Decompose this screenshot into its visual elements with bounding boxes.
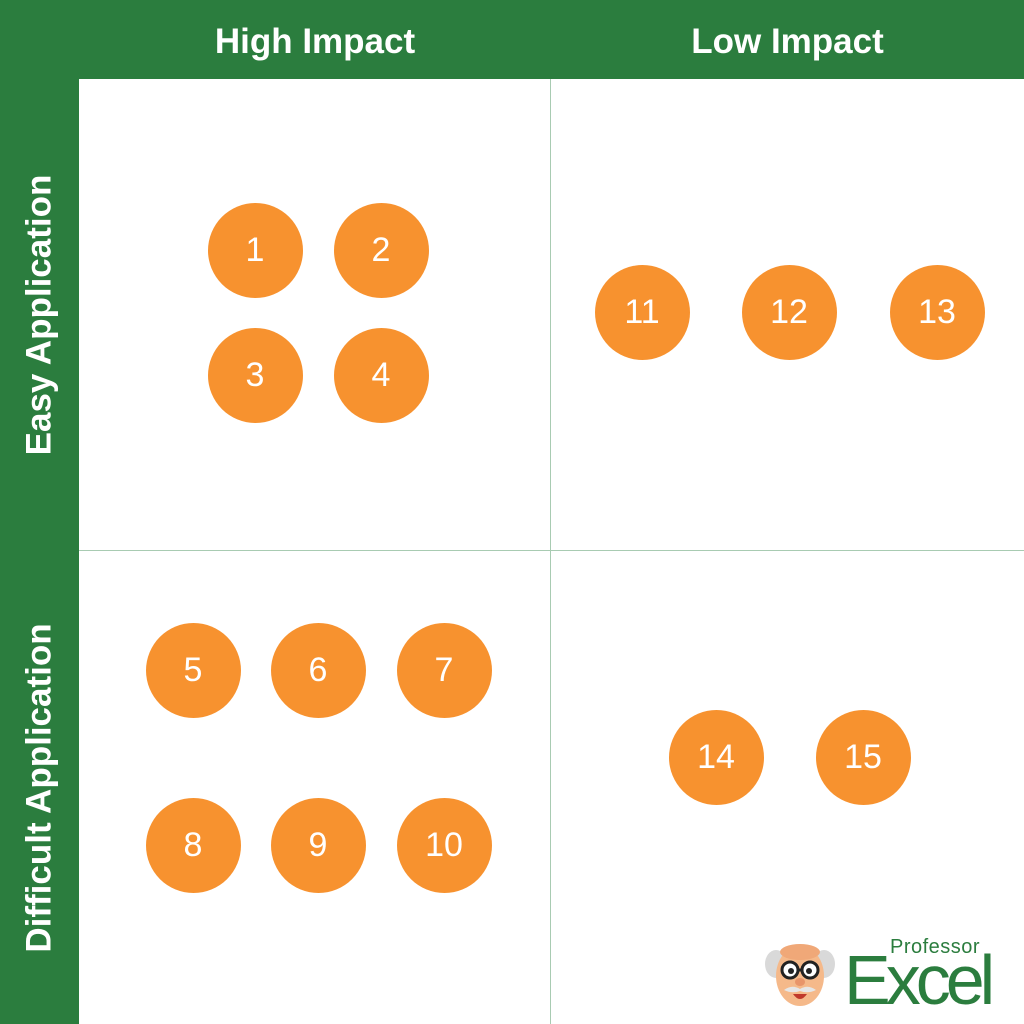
row-header-bar	[0, 0, 79, 1024]
column-header-bar	[0, 0, 1024, 79]
row-header-difficult-label: Difficult Application	[19, 622, 59, 953]
item-circle[interactable]: 3	[207, 327, 303, 423]
item-circle[interactable]: 15	[815, 709, 911, 805]
row-header-difficult-application: Difficult Application	[0, 551, 79, 1024]
quadrant-low-impact-easy: 11 12 13	[551, 79, 1024, 551]
item-circle[interactable]: 5	[145, 622, 241, 718]
column-header-low-impact: Low Impact	[691, 22, 884, 61]
row-header-easy-application: Easy Application	[0, 79, 79, 551]
item-circle[interactable]: 12	[741, 264, 837, 360]
item-circle[interactable]: 6	[270, 622, 366, 718]
quadrant-high-impact-easy: 1 2 3 4	[79, 79, 551, 551]
logo-excel-text: Excel	[844, 941, 995, 1019]
item-circle[interactable]: 13	[889, 264, 985, 360]
row-header-easy-label: Easy Application	[19, 174, 59, 456]
item-circle[interactable]: 7	[396, 622, 492, 718]
column-header-high-impact: High Impact	[214, 22, 416, 61]
professor-face-icon	[765, 944, 835, 1006]
vertical-divider	[550, 79, 551, 1024]
horizontal-divider	[79, 550, 1024, 551]
item-circle[interactable]: 11	[594, 264, 690, 360]
item-circle[interactable]: 10	[396, 797, 492, 893]
logo-professor-text: Professor	[890, 936, 981, 958]
item-circle[interactable]: 9	[270, 797, 366, 893]
item-circle[interactable]: 14	[668, 709, 764, 805]
item-circle[interactable]: 8	[145, 797, 241, 893]
item-circle[interactable]: 1	[207, 202, 303, 298]
item-circle[interactable]: 2	[333, 202, 429, 298]
quadrant-low-impact-difficult: 14 15	[551, 551, 1024, 1024]
item-circle[interactable]: 4	[333, 327, 429, 423]
professor-excel-logo: Professor Excel	[762, 936, 1012, 1019]
quadrant-high-impact-difficult: 5 6 7 8 9 10	[79, 551, 551, 1024]
